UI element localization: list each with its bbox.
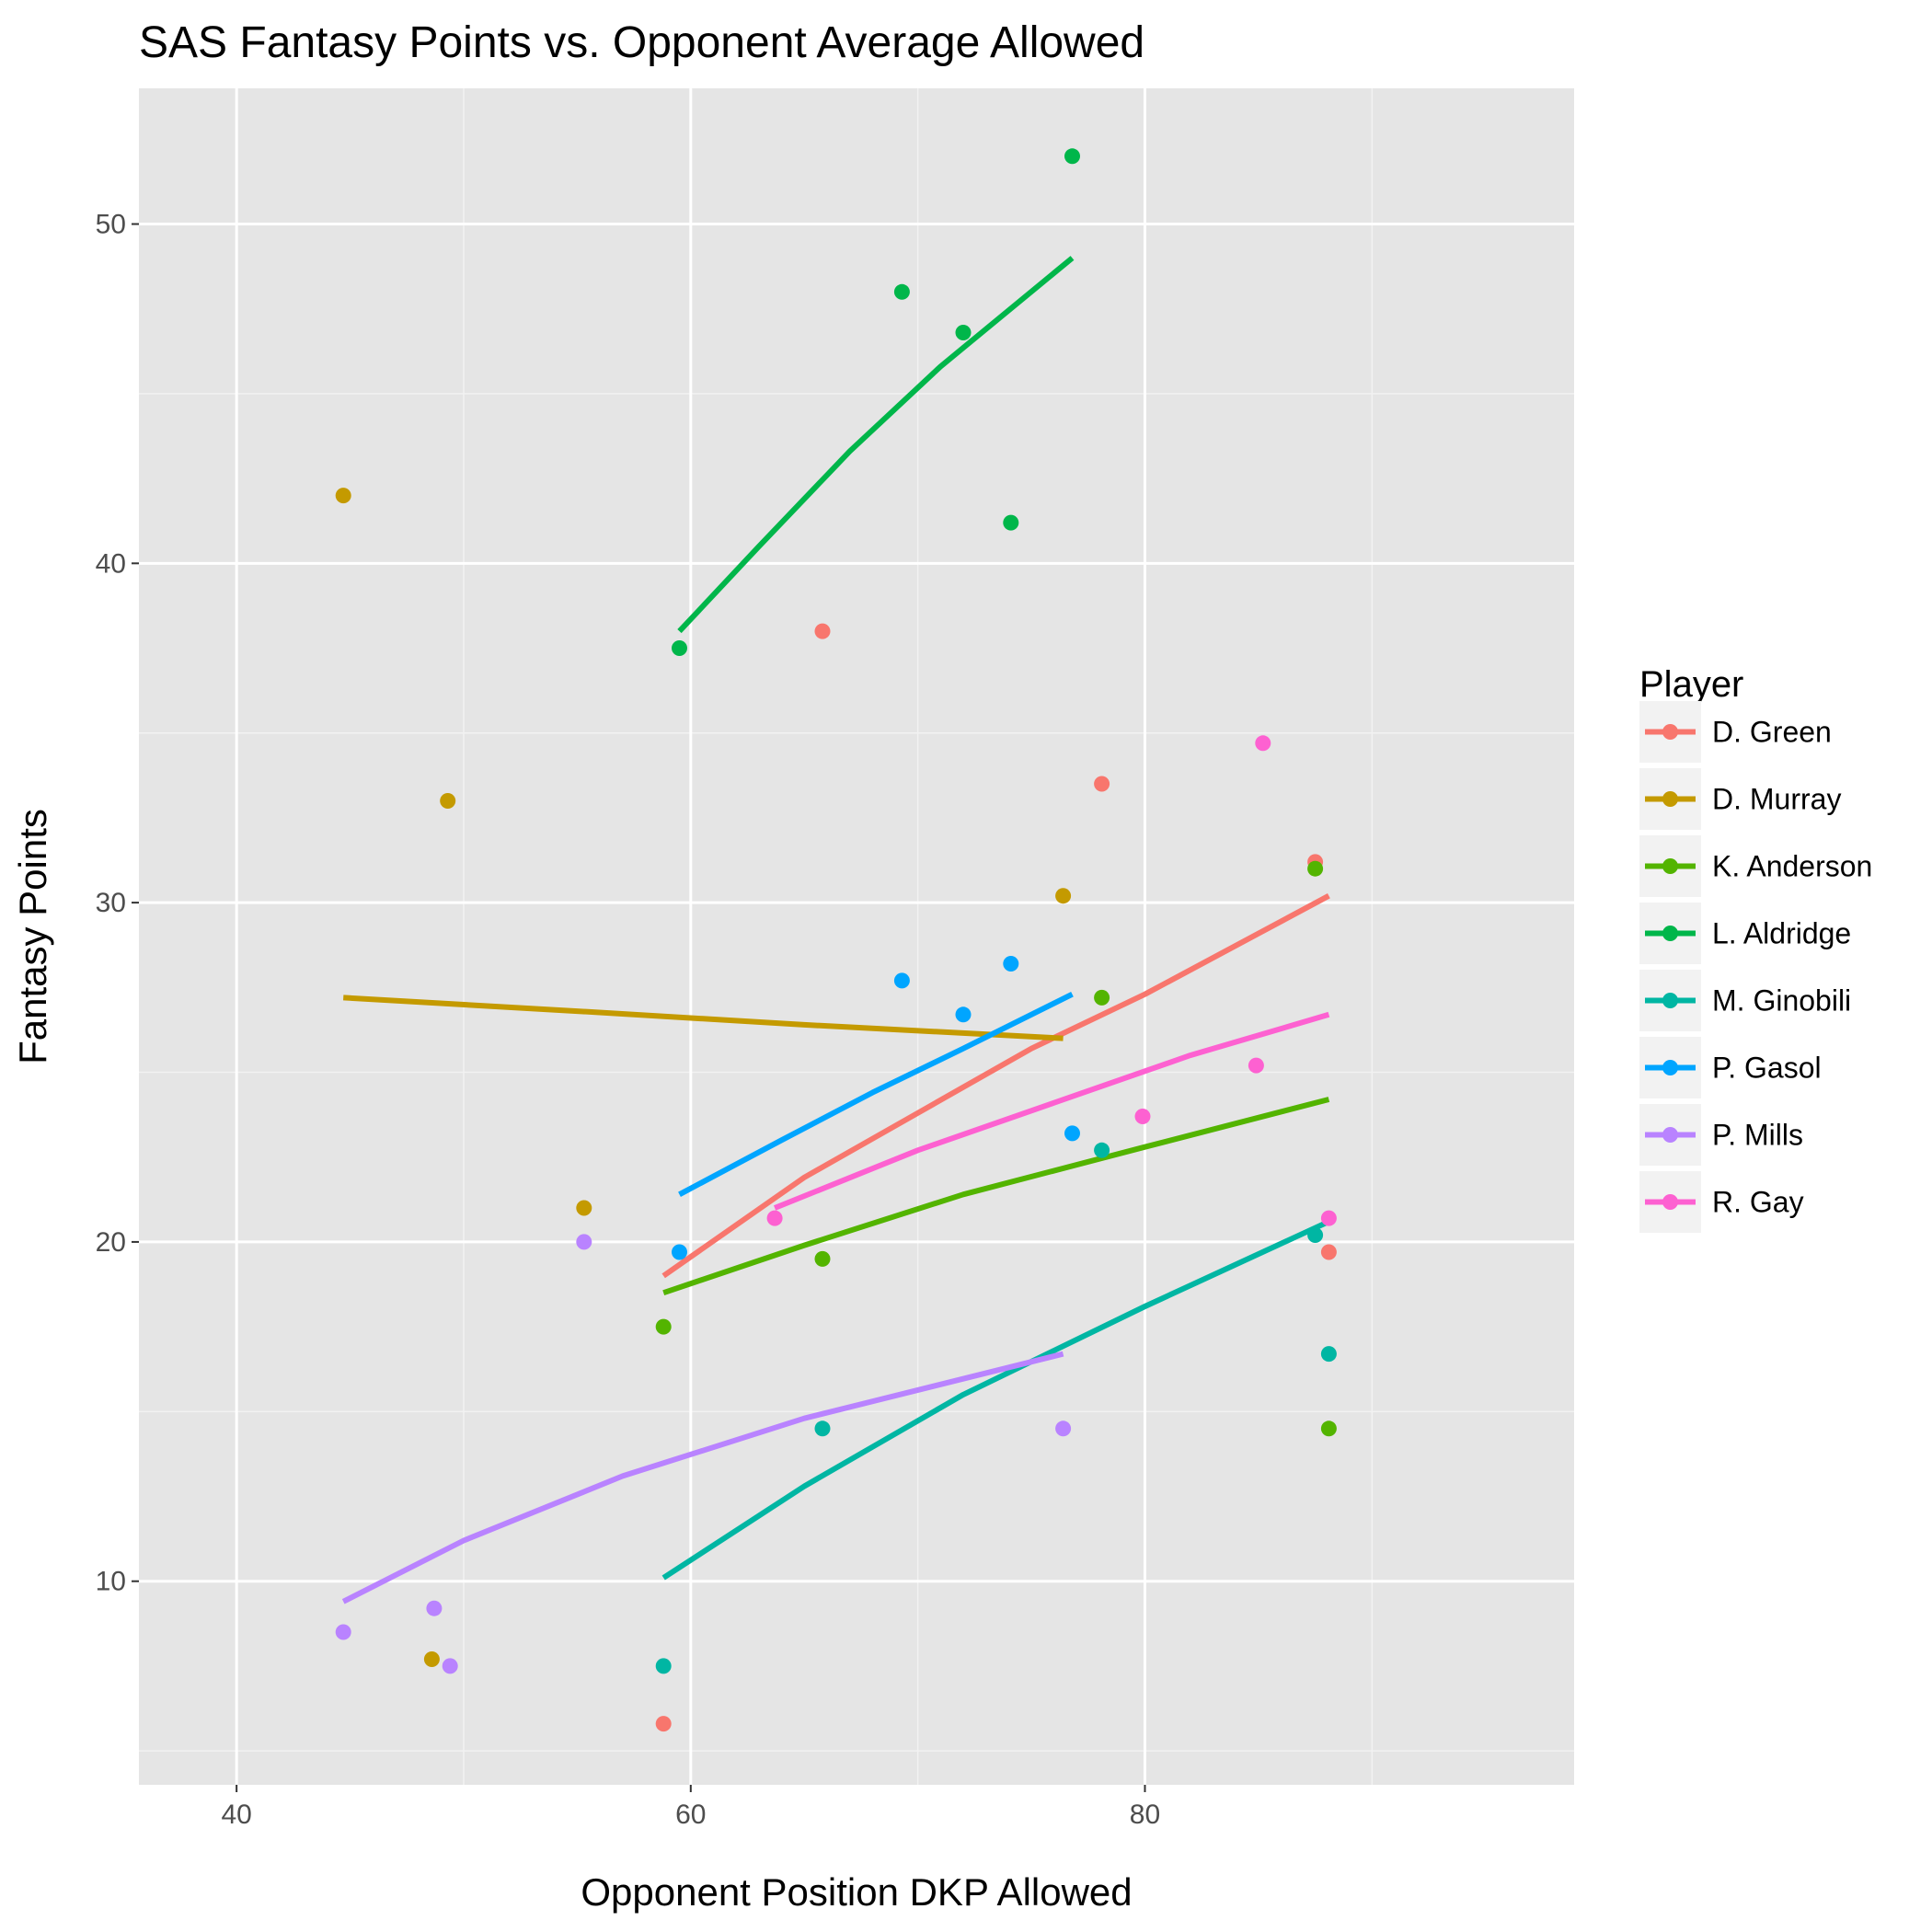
legend-title: Player <box>1639 664 1743 705</box>
data-point <box>655 1318 672 1335</box>
trend-lines <box>341 256 1330 1604</box>
data-point <box>955 325 972 340</box>
y-axis-ticks: 10 20 30 40 50 <box>96 210 139 1597</box>
legend-key-point <box>1662 724 1678 740</box>
x-tick-label: 40 <box>221 1800 251 1830</box>
data-point <box>1320 1210 1337 1226</box>
x-tick-label: 80 <box>1130 1800 1160 1830</box>
legend-label: P. Mills <box>1712 1119 1803 1152</box>
trend-line <box>661 1219 1330 1581</box>
chart-title: SAS Fantasy Points vs. Opponent Average … <box>139 18 1144 67</box>
plot-panel <box>139 88 1574 1785</box>
legend-key-point <box>1662 1127 1678 1143</box>
trend-line <box>343 995 1064 1041</box>
data-point <box>1094 1142 1110 1158</box>
data-point <box>814 1420 831 1437</box>
trend-line <box>678 992 1074 1197</box>
legend-key-point <box>1662 993 1678 1008</box>
data-point <box>1320 1420 1337 1437</box>
data-point <box>814 1250 831 1267</box>
data-point <box>423 1651 440 1667</box>
x-tick-label: 60 <box>675 1800 706 1830</box>
trend-line <box>773 1011 1330 1211</box>
trend-line <box>661 893 1330 1279</box>
data-point <box>893 972 910 989</box>
legend-items: D. Green D. Murray K. Anderson L. Aldridge M… <box>1639 701 1872 1233</box>
y-tick-label: 40 <box>96 548 126 579</box>
data-point <box>1320 1346 1337 1363</box>
y-axis-title: Fantasy Points <box>11 809 54 1064</box>
legend-label: R. Gay <box>1712 1186 1804 1219</box>
data-point <box>955 1006 972 1023</box>
data-point <box>1255 735 1271 752</box>
data-point <box>576 1200 592 1216</box>
data-point <box>1055 888 1072 904</box>
legend-key-point <box>1662 926 1678 941</box>
grid-minor <box>139 88 1574 1785</box>
legend-key-point <box>1662 858 1678 874</box>
data-point <box>440 793 456 809</box>
data-point <box>1064 1125 1080 1142</box>
legend-key-point <box>1662 1060 1678 1075</box>
data-point <box>1307 860 1324 877</box>
data-point <box>1094 989 1110 1006</box>
legend-key-point <box>1662 791 1678 807</box>
data-point <box>655 1658 672 1674</box>
data-point <box>1003 956 1019 972</box>
data-point <box>814 623 831 639</box>
data-point <box>576 1234 592 1250</box>
data-point <box>426 1600 443 1616</box>
trend-line <box>677 256 1075 634</box>
data-point <box>1134 1109 1151 1124</box>
legend: Player D. Green D. Murray K. Anderson L. Al… <box>1639 664 1872 1233</box>
legend-label: M. Ginobili <box>1712 984 1851 1018</box>
data-point <box>1307 1227 1324 1243</box>
data-point <box>672 640 687 656</box>
trend-line <box>662 1097 1330 1296</box>
data-point <box>655 1716 672 1732</box>
data-point <box>1320 1244 1337 1260</box>
trend-line <box>341 1351 1064 1604</box>
data-points <box>335 148 1337 1732</box>
y-tick-label: 10 <box>96 1567 126 1597</box>
data-point <box>1064 148 1080 165</box>
data-point <box>766 1210 783 1226</box>
data-point <box>1003 514 1019 531</box>
legend-label: L. Aldridge <box>1712 917 1851 950</box>
data-point <box>1094 776 1110 792</box>
data-point <box>672 1244 687 1260</box>
legend-label: D. Green <box>1712 716 1832 749</box>
y-tick-label: 50 <box>96 210 126 240</box>
data-point <box>1055 1420 1072 1437</box>
legend-key-point <box>1662 1194 1678 1210</box>
y-tick-label: 20 <box>96 1227 126 1258</box>
y-tick-label: 30 <box>96 888 126 918</box>
x-axis-ticks: 40 60 80 <box>221 1785 1160 1830</box>
x-axis-title: Opponent Position DKP Allowed <box>581 1870 1132 1914</box>
data-point <box>893 283 910 300</box>
data-point <box>442 1658 458 1674</box>
data-point <box>1248 1057 1264 1074</box>
data-point <box>335 1624 351 1640</box>
legend-label: K. Anderson <box>1712 850 1872 883</box>
legend-label: P. Gasol <box>1712 1052 1822 1085</box>
data-point <box>335 488 351 504</box>
legend-label: D. Murray <box>1712 783 1841 816</box>
